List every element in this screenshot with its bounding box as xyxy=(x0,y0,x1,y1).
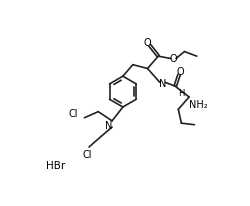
Text: H: H xyxy=(178,88,184,97)
Text: Cl: Cl xyxy=(68,109,78,119)
Text: O: O xyxy=(176,67,184,76)
Text: N: N xyxy=(158,79,166,89)
Text: HBr: HBr xyxy=(46,160,65,170)
Text: NH₂: NH₂ xyxy=(188,99,207,109)
Text: N: N xyxy=(105,120,112,130)
Text: Cl: Cl xyxy=(82,149,92,159)
Text: O: O xyxy=(169,54,177,64)
Text: O: O xyxy=(143,38,151,48)
